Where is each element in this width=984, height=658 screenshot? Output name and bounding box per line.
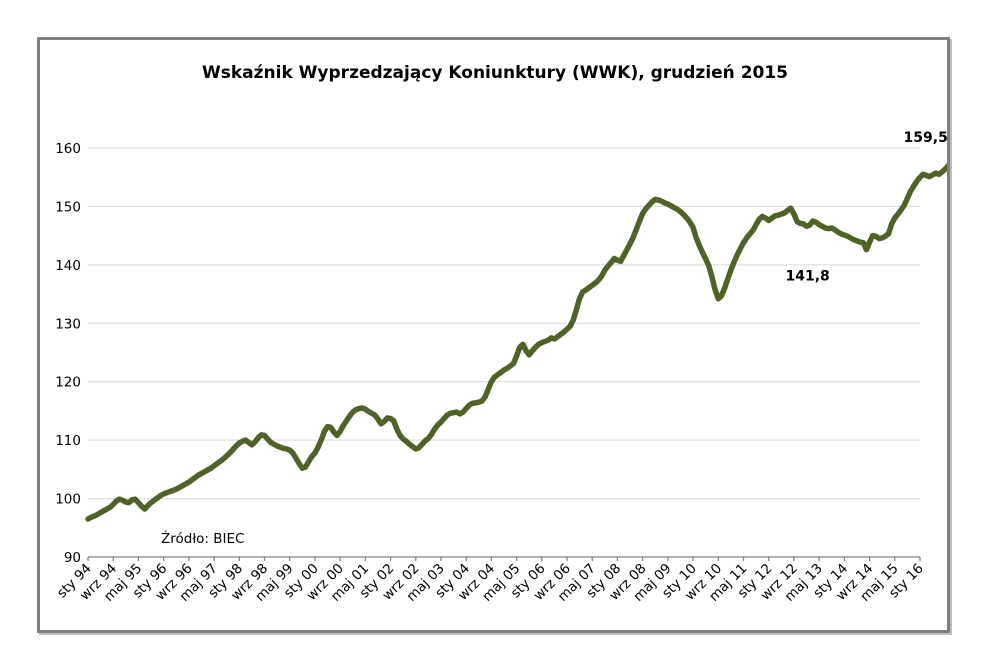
y-tick-label: 130 <box>55 316 81 332</box>
y-tick-label: 140 <box>55 258 81 274</box>
y-axis-ticks: 90 100 110 120 130 140 150 160 <box>55 141 81 566</box>
y-tick-label: 110 <box>55 433 81 449</box>
data-label: 141,8 <box>785 268 829 284</box>
gridlines <box>88 147 920 500</box>
y-tick-label: 90 <box>64 550 81 566</box>
y-tick-label: 100 <box>55 492 81 508</box>
series-layer <box>85 162 947 522</box>
data-label: 159,5 <box>904 130 947 146</box>
y-tick-label: 120 <box>55 375 81 391</box>
y-tick-label: 160 <box>55 141 81 157</box>
series-line <box>85 162 947 522</box>
y-tick-label: 150 <box>55 199 81 215</box>
chart-title: Wskaźnik Wyprzedzający Koniunktury (WWK)… <box>202 63 788 83</box>
line-chart: Wskaźnik Wyprzedzający Koniunktury (WWK)… <box>54 63 947 605</box>
chart-frame: Wskaźnik Wyprzedzający Koniunktury (WWK)… <box>37 37 950 633</box>
source-note: Źródło: BIEC <box>161 529 244 547</box>
data-labels: 159,5 141,8 <box>785 130 947 284</box>
